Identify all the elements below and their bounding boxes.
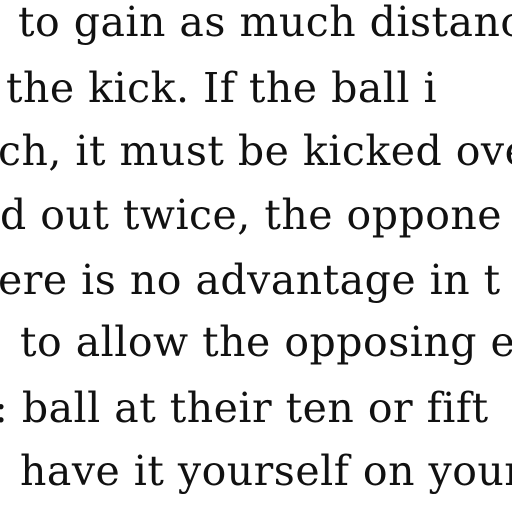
text-line-3: ch, it must be kicked ove	[0, 127, 512, 175]
text-line-5: ere is no advantage in t	[0, 256, 501, 304]
text-line-4: d out twice, the oppone	[0, 191, 503, 239]
text-line-6: to allow the opposing e	[20, 318, 512, 366]
text-line-2: the kick. If the ball i	[6, 64, 438, 112]
text-line-7: : ball at their ten or fift	[0, 384, 489, 432]
text-line-8: have it yourself on yours	[20, 447, 512, 495]
text-line-1: to gain as much distanc	[18, 0, 512, 46]
